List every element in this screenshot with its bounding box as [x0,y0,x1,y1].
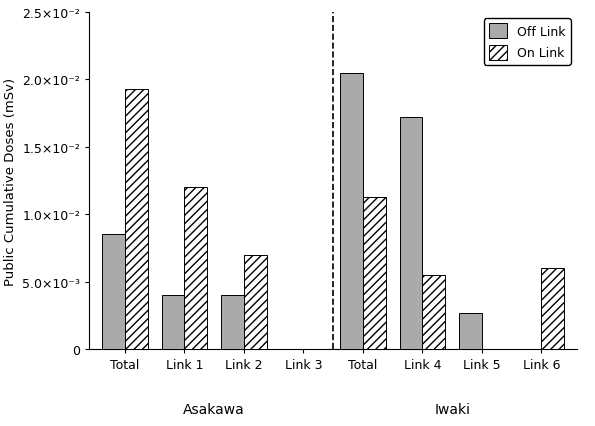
Bar [541,268,564,349]
Text: Asakawa: Asakawa [183,402,245,416]
Bar [244,255,267,349]
Bar [221,296,244,349]
Bar [459,313,482,349]
Bar [162,296,184,349]
Bar [340,73,363,349]
Bar [422,275,445,349]
Y-axis label: Public Cumulative Doses (mSv): Public Cumulative Doses (mSv) [4,77,17,285]
Bar [400,118,422,349]
Bar [102,235,125,349]
Legend: Off Link, On Link: Off Link, On Link [484,19,571,66]
Bar [184,188,207,349]
Bar [363,198,386,349]
Bar [125,89,148,349]
Text: Iwaki: Iwaki [434,402,470,416]
